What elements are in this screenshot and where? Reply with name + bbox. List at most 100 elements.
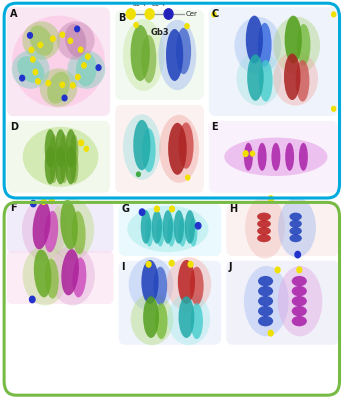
Circle shape bbox=[62, 95, 67, 101]
Ellipse shape bbox=[178, 218, 186, 246]
Ellipse shape bbox=[258, 296, 273, 306]
Circle shape bbox=[185, 24, 189, 28]
Ellipse shape bbox=[61, 249, 79, 295]
Ellipse shape bbox=[292, 286, 307, 296]
Ellipse shape bbox=[246, 16, 263, 64]
Circle shape bbox=[84, 146, 88, 151]
Ellipse shape bbox=[258, 306, 273, 316]
Ellipse shape bbox=[258, 23, 271, 67]
Circle shape bbox=[82, 63, 86, 68]
Circle shape bbox=[20, 75, 24, 81]
Ellipse shape bbox=[174, 210, 184, 244]
Ellipse shape bbox=[258, 316, 273, 326]
Text: A: A bbox=[10, 9, 17, 19]
Ellipse shape bbox=[50, 246, 95, 306]
Ellipse shape bbox=[72, 211, 86, 254]
Circle shape bbox=[243, 151, 248, 156]
Ellipse shape bbox=[247, 54, 264, 101]
Circle shape bbox=[33, 70, 37, 75]
Ellipse shape bbox=[65, 146, 76, 184]
Ellipse shape bbox=[284, 54, 301, 100]
Circle shape bbox=[164, 9, 173, 19]
Ellipse shape bbox=[12, 50, 50, 89]
FancyBboxPatch shape bbox=[209, 7, 338, 116]
Text: F: F bbox=[10, 203, 16, 213]
Circle shape bbox=[297, 267, 302, 273]
Ellipse shape bbox=[292, 316, 307, 326]
Text: J: J bbox=[229, 262, 232, 272]
Ellipse shape bbox=[65, 24, 86, 57]
Text: I: I bbox=[121, 262, 125, 272]
Circle shape bbox=[50, 198, 54, 204]
Ellipse shape bbox=[34, 250, 51, 297]
Ellipse shape bbox=[60, 200, 78, 250]
FancyBboxPatch shape bbox=[7, 7, 110, 116]
Circle shape bbox=[71, 83, 75, 88]
Ellipse shape bbox=[153, 267, 167, 305]
FancyBboxPatch shape bbox=[115, 105, 204, 193]
Ellipse shape bbox=[152, 210, 162, 244]
Ellipse shape bbox=[17, 56, 44, 83]
Ellipse shape bbox=[285, 143, 294, 171]
Ellipse shape bbox=[60, 151, 68, 183]
Ellipse shape bbox=[133, 120, 150, 170]
Ellipse shape bbox=[12, 16, 105, 108]
Ellipse shape bbox=[271, 143, 280, 171]
Text: G: G bbox=[121, 204, 129, 214]
Ellipse shape bbox=[159, 115, 199, 183]
Circle shape bbox=[31, 57, 35, 62]
Circle shape bbox=[75, 26, 79, 32]
Circle shape bbox=[28, 32, 32, 38]
Ellipse shape bbox=[257, 227, 271, 235]
Circle shape bbox=[46, 80, 51, 86]
Ellipse shape bbox=[224, 138, 327, 176]
Ellipse shape bbox=[67, 50, 105, 89]
Ellipse shape bbox=[292, 296, 307, 306]
Text: b1-4: b1-4 bbox=[152, 2, 166, 7]
Text: B: B bbox=[118, 13, 125, 23]
Ellipse shape bbox=[190, 267, 204, 305]
Ellipse shape bbox=[289, 213, 302, 221]
Circle shape bbox=[86, 54, 90, 59]
Ellipse shape bbox=[166, 257, 211, 312]
Ellipse shape bbox=[258, 143, 267, 171]
Circle shape bbox=[250, 151, 255, 156]
Circle shape bbox=[96, 65, 101, 70]
FancyBboxPatch shape bbox=[119, 261, 221, 345]
Ellipse shape bbox=[257, 220, 271, 228]
Circle shape bbox=[137, 172, 140, 176]
Ellipse shape bbox=[65, 129, 76, 168]
Circle shape bbox=[145, 9, 154, 19]
Ellipse shape bbox=[191, 303, 203, 339]
Ellipse shape bbox=[244, 266, 289, 336]
Circle shape bbox=[126, 9, 135, 19]
Ellipse shape bbox=[168, 293, 210, 345]
Circle shape bbox=[79, 140, 84, 146]
Ellipse shape bbox=[292, 276, 307, 286]
Ellipse shape bbox=[234, 17, 281, 74]
Ellipse shape bbox=[29, 25, 53, 56]
Ellipse shape bbox=[123, 19, 164, 91]
Ellipse shape bbox=[44, 211, 58, 252]
FancyBboxPatch shape bbox=[226, 204, 339, 256]
FancyBboxPatch shape bbox=[7, 121, 110, 193]
Ellipse shape bbox=[179, 122, 194, 169]
FancyBboxPatch shape bbox=[209, 121, 338, 193]
Circle shape bbox=[134, 22, 138, 28]
Ellipse shape bbox=[76, 53, 97, 86]
Circle shape bbox=[51, 36, 55, 41]
Circle shape bbox=[275, 267, 280, 273]
Ellipse shape bbox=[55, 146, 66, 184]
Circle shape bbox=[68, 38, 73, 44]
Circle shape bbox=[60, 82, 65, 87]
Circle shape bbox=[295, 252, 300, 258]
Ellipse shape bbox=[289, 220, 302, 228]
Ellipse shape bbox=[236, 51, 281, 106]
Ellipse shape bbox=[176, 28, 191, 74]
Circle shape bbox=[268, 330, 273, 336]
Ellipse shape bbox=[22, 21, 60, 60]
Ellipse shape bbox=[163, 210, 173, 244]
Ellipse shape bbox=[50, 151, 58, 183]
Circle shape bbox=[332, 12, 336, 17]
Ellipse shape bbox=[70, 134, 78, 166]
